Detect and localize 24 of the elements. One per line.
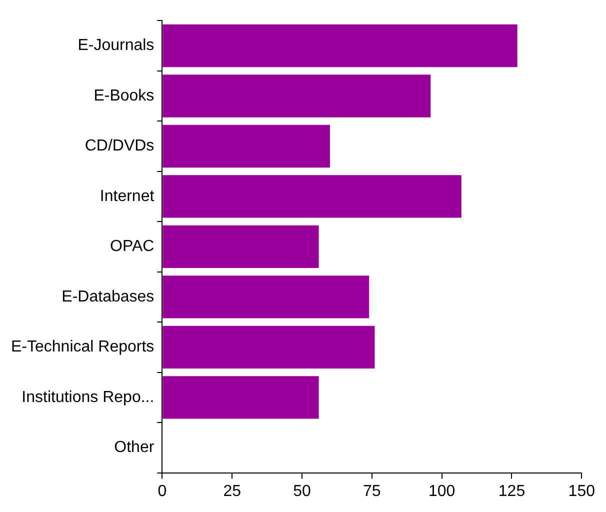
bar: [162, 24, 518, 68]
bar: [162, 225, 319, 268]
x-tick-label: 125: [498, 482, 526, 500]
x-tick-label: 50: [293, 482, 311, 500]
x-tick-label: 150: [568, 482, 596, 500]
x-tick-label: 100: [428, 482, 456, 500]
y-tick-label: E-Journals: [78, 37, 154, 54]
x-tick-label: 0: [158, 482, 167, 500]
x-tick-label: 75: [363, 482, 381, 500]
y-tick-label: E-Books: [94, 87, 154, 104]
bar: [162, 175, 462, 218]
bar: [162, 74, 431, 118]
y-tick-label: E-Databases: [62, 288, 154, 306]
bar: [162, 276, 370, 318]
y-tick-label: Internet: [100, 188, 155, 205]
y-tick-label: OPAC: [110, 238, 154, 256]
bar: [162, 124, 330, 168]
y-tick-label: Other: [114, 439, 155, 456]
bar: [162, 326, 375, 369]
y-tick-label: CD/DVDs: [84, 138, 154, 155]
bar: [162, 376, 319, 419]
y-tick-label: Institutions Repo...: [22, 388, 154, 406]
x-tick-label: 25: [223, 482, 242, 500]
y-tick-label: E-Technical Reports: [11, 338, 154, 356]
